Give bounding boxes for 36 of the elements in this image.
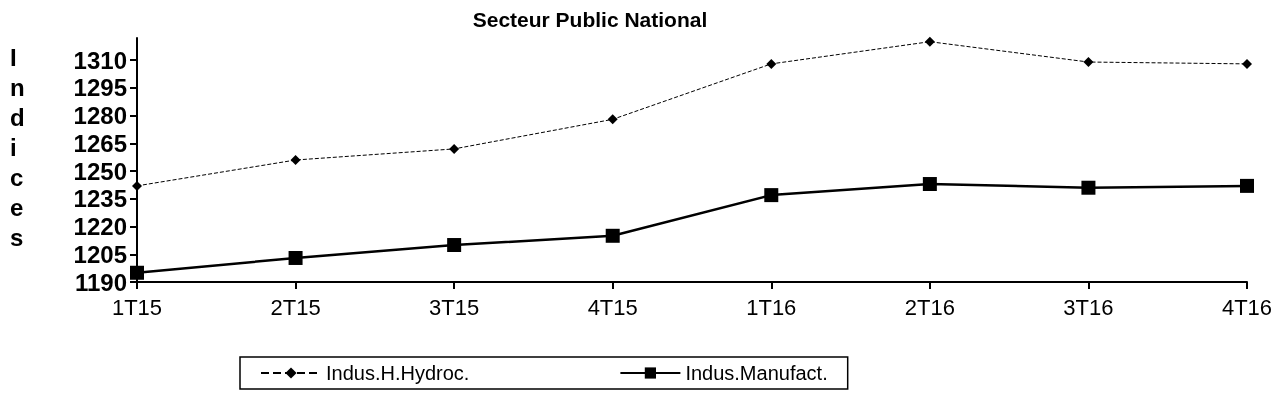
- x-tick-label: 3T15: [429, 294, 480, 320]
- point: [130, 265, 144, 280]
- x-tick-label: 3T16: [1063, 294, 1114, 320]
- point: [766, 58, 777, 69]
- y-tick-label: 1265: [73, 129, 127, 157]
- y-tick-label: 1235: [73, 185, 127, 213]
- point: [1240, 178, 1254, 193]
- x-tick-label: 2T16: [904, 294, 955, 320]
- point: [1083, 57, 1094, 68]
- y-tick-label: 1310: [73, 46, 127, 74]
- point: [924, 36, 935, 47]
- x-tick-label: 4T15: [587, 294, 638, 320]
- point: [447, 238, 462, 253]
- legend-label: Indus.H.Hydroc.: [326, 362, 470, 384]
- point: [922, 177, 937, 192]
- point: [764, 188, 779, 203]
- y-tick-label: 1295: [73, 74, 127, 102]
- x-tick-label: 2T15: [270, 294, 321, 320]
- point: [1242, 58, 1252, 69]
- y-tick-label: 1220: [73, 213, 127, 241]
- point: [288, 250, 303, 265]
- y-tick-label: 1280: [73, 102, 127, 130]
- x-tick-label: 1T15: [111, 294, 163, 320]
- y-tick-label: 1190: [74, 268, 127, 296]
- x-tick-label: 4T16: [1221, 294, 1273, 320]
- legend-label: Indus.Manufact.: [685, 362, 828, 384]
- point: [1081, 180, 1096, 195]
- y-axis-title: Indices: [10, 43, 25, 251]
- point: [290, 155, 301, 165]
- point: [605, 228, 620, 243]
- y-tick-label: 1205: [73, 240, 127, 268]
- point: [607, 114, 618, 125]
- chart-title: Secteur Public National: [472, 8, 708, 31]
- point: [449, 143, 460, 154]
- y-tick-label: 1250: [73, 157, 127, 185]
- x-tick-label: 1T16: [746, 294, 797, 320]
